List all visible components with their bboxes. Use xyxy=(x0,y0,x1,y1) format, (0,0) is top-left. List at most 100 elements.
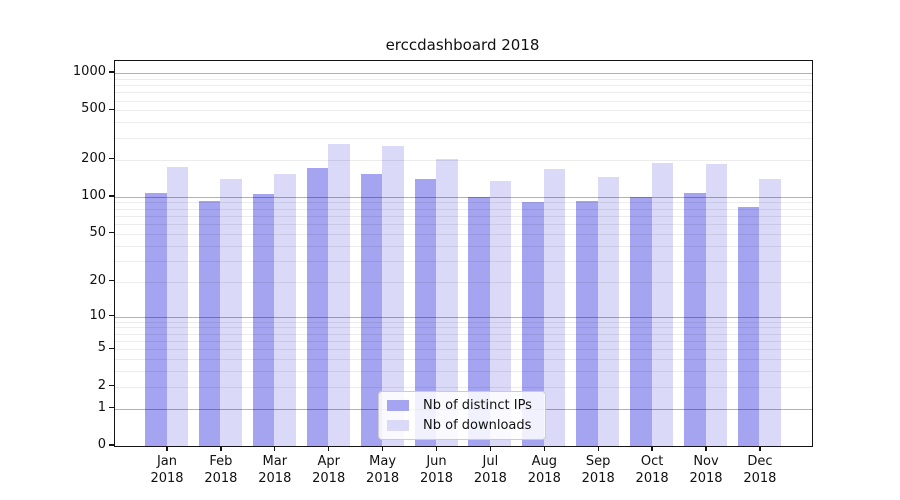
gridline-minor-7 xyxy=(115,333,812,335)
gridline-minor-2 xyxy=(115,386,812,388)
xtick-mark-nov xyxy=(705,446,707,451)
gridline-minor-3 xyxy=(115,371,812,373)
bars-layer xyxy=(115,61,812,446)
gridline-minor-90 xyxy=(115,202,812,204)
bar-distinct-ips-aug xyxy=(522,201,544,446)
ytick-mark-1000 xyxy=(109,71,114,73)
bar-distinct-ips-mar xyxy=(252,193,275,446)
legend-swatch-distinct-ips xyxy=(387,400,409,411)
bar-downloads-nov xyxy=(705,163,727,446)
gridline-minor-600 xyxy=(115,100,812,102)
ytick-label-500: 500 xyxy=(81,101,106,117)
ytick-mark-10 xyxy=(109,314,114,317)
ytick-label-0: 0 xyxy=(97,437,106,452)
ytick-mark-100 xyxy=(109,195,114,197)
ytick-mark-1 xyxy=(109,406,114,409)
ytick-mark-20 xyxy=(109,279,114,282)
xtick-label-jun: Jun 2018 xyxy=(419,454,454,486)
xtick-label-dec: Dec 2018 xyxy=(743,454,777,486)
bar-downloads-oct xyxy=(651,163,674,446)
bar-distinct-ips-may xyxy=(360,173,383,446)
bar-downloads-jan xyxy=(166,166,188,446)
bar-distinct-ips-jan xyxy=(145,193,167,446)
gridline-minor-40 xyxy=(115,245,812,247)
xtick-mark-sep xyxy=(597,446,599,451)
gridline-major-1000 xyxy=(115,73,812,75)
xtick-label-feb: Feb 2018 xyxy=(204,454,238,486)
xtick-mark-may xyxy=(381,446,384,451)
xtick-label-jan: Jan 2018 xyxy=(150,454,184,486)
gridline-major-100 xyxy=(115,196,812,198)
ytick-mark-0 xyxy=(109,444,114,446)
xtick-label-apr: Apr 2018 xyxy=(312,454,346,486)
xtick-mark-jun xyxy=(435,446,438,451)
gridline-minor-70 xyxy=(115,215,812,217)
bar-distinct-ips-apr xyxy=(306,167,329,446)
xtick-label-aug: Aug 2018 xyxy=(527,454,561,486)
plot-area xyxy=(114,60,813,447)
bar-distinct-ips-jul xyxy=(468,196,490,446)
ytick-label-10: 10 xyxy=(89,307,106,323)
legend-label-distinct-ips: Nb of distinct IPs xyxy=(423,398,532,413)
gridline-minor-5 xyxy=(115,349,812,351)
gridline-minor-6 xyxy=(115,340,812,342)
xtick-mark-aug xyxy=(543,446,545,451)
grid-layer xyxy=(115,61,812,446)
xtick-mark-jan xyxy=(166,446,168,451)
bar-downloads-sep xyxy=(597,176,620,446)
chart-title: erccdashboard 2018 xyxy=(385,36,540,54)
bar-downloads-dec xyxy=(759,178,781,446)
bar-downloads-feb xyxy=(220,178,242,446)
gridline-major-10 xyxy=(115,316,812,318)
gridline-minor-700 xyxy=(115,92,812,94)
xtick-mark-jul xyxy=(489,446,492,451)
xtick-label-oct: Oct 2018 xyxy=(635,454,669,486)
ytick-label-50: 50 xyxy=(89,224,106,240)
bar-distinct-ips-oct xyxy=(630,197,652,446)
bar-distinct-ips-sep xyxy=(576,200,598,446)
xtick-mark-feb xyxy=(220,446,222,451)
bar-distinct-ips-jun xyxy=(414,178,436,446)
gridline-minor-4 xyxy=(115,359,812,361)
xtick-label-jul: Jul 2018 xyxy=(473,454,507,486)
gridline-minor-200 xyxy=(115,159,812,161)
gridline-minor-20 xyxy=(115,281,812,283)
ytick-label-20: 20 xyxy=(89,272,106,288)
ytick-mark-500 xyxy=(109,108,114,111)
gridline-minor-30 xyxy=(115,260,812,262)
bar-distinct-ips-feb xyxy=(198,200,221,446)
ytick-mark-2 xyxy=(109,384,114,387)
legend-swatch-downloads xyxy=(387,420,409,431)
gridline-minor-9 xyxy=(115,321,812,323)
ytick-label-1: 1 xyxy=(97,399,106,415)
xtick-mark-mar xyxy=(274,446,276,451)
xtick-mark-dec xyxy=(759,446,761,451)
legend: Nb of distinct IPs Nb of downloads xyxy=(378,391,546,440)
gridline-minor-400 xyxy=(115,122,812,124)
gridline-minor-900 xyxy=(115,78,812,80)
xtick-mark-oct xyxy=(651,446,653,451)
bar-downloads-jun xyxy=(436,159,458,446)
xtick-label-nov: Nov 2018 xyxy=(689,454,723,486)
legend-label-downloads: Nb of downloads xyxy=(423,418,532,433)
ytick-label-200: 200 xyxy=(81,150,106,166)
gridline-minor-8 xyxy=(115,327,812,329)
bar-distinct-ips-dec xyxy=(737,207,760,446)
gridline-minor-60 xyxy=(115,224,812,226)
gridline-minor-800 xyxy=(115,85,812,87)
gridline-minor-50 xyxy=(115,233,812,235)
gridline-minor-300 xyxy=(115,137,812,139)
ytick-label-2: 2 xyxy=(97,377,106,393)
ytick-label-1000: 1000 xyxy=(72,64,106,80)
bar-downloads-aug xyxy=(543,169,566,446)
xtick-label-may: May 2018 xyxy=(366,454,400,486)
xtick-mark-apr xyxy=(328,446,330,451)
ytick-mark-200 xyxy=(109,158,114,160)
legend-item-distinct-ips: Nb of distinct IPs xyxy=(387,398,535,413)
xtick-label-mar: Mar 2018 xyxy=(258,454,292,486)
bar-distinct-ips-nov xyxy=(684,192,706,446)
gridline-minor-500 xyxy=(115,110,812,112)
ytick-mark-5 xyxy=(109,347,114,349)
bar-downloads-mar xyxy=(274,174,296,446)
